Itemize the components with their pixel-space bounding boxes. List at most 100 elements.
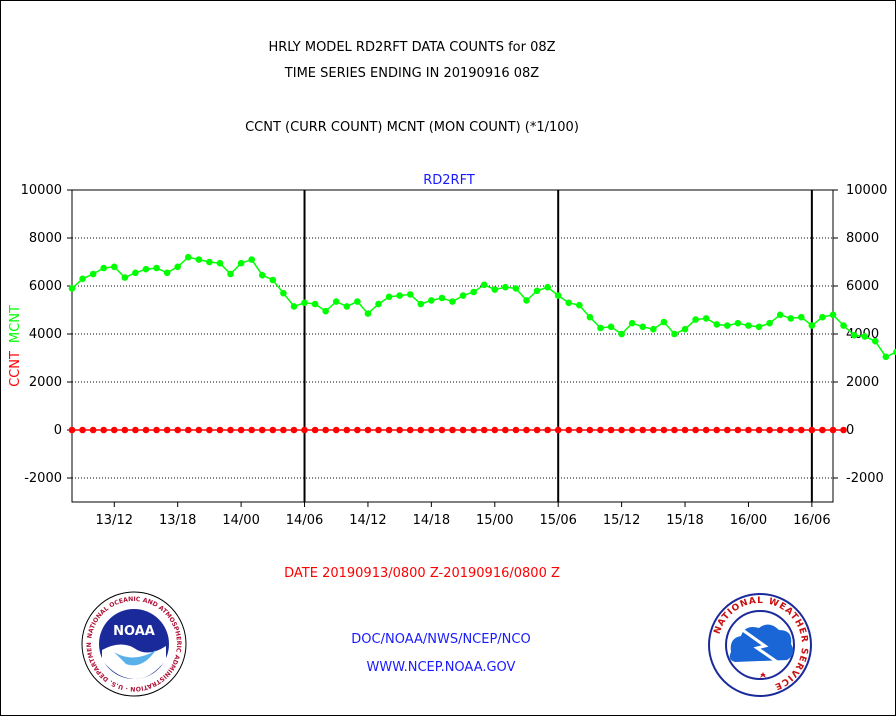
data-point: [100, 426, 108, 434]
data-point: [808, 322, 816, 329]
nws-logo-icon: NATIONAL WEATHER SERVICE: [708, 593, 812, 697]
data-point: [301, 299, 308, 307]
data-point: [290, 303, 298, 310]
data-point: [523, 426, 530, 434]
data-point: [544, 283, 551, 291]
data-point: [385, 426, 393, 434]
data-point: [565, 299, 573, 307]
x-tick-label: 15/06: [539, 513, 576, 528]
data-point: [829, 311, 837, 319]
data-point: [660, 426, 668, 434]
data-point: [237, 426, 245, 434]
data-point: [724, 322, 731, 329]
data-point: [311, 426, 319, 434]
data-point: [195, 426, 203, 434]
data-point: [459, 292, 467, 299]
data-point: [819, 313, 826, 321]
data-point: [734, 319, 742, 327]
data-point: [375, 300, 382, 308]
data-point: [776, 311, 784, 319]
data-point: [364, 426, 372, 434]
data-point: [533, 426, 541, 434]
data-point: [322, 426, 329, 434]
data-point: [280, 426, 287, 434]
data-point: [237, 259, 245, 267]
data-point: [871, 337, 879, 345]
data-point: [417, 300, 425, 308]
y-axis-label-ccnt: CCNT: [8, 351, 23, 387]
data-point: [607, 426, 615, 434]
noaa-logo-text: NOAA: [113, 624, 155, 639]
data-point: [258, 426, 266, 434]
x-axis: 13/12 13/18 14/00 14/06 14/12 14/18 15/00 15/06…: [96, 502, 831, 528]
data-point: [354, 298, 361, 305]
data-point: [797, 426, 805, 434]
data-point: [840, 426, 847, 434]
plot-title: RD2RFT: [423, 173, 475, 188]
x-tick-label: 14/12: [349, 513, 386, 528]
y-tick-label: -2000: [24, 471, 62, 486]
x-tick-label: 13/12: [96, 513, 133, 528]
x-tick-label: 15/12: [603, 513, 640, 528]
noaa-logo-icon: NATIONAL OCEANIC AND ATMOSPHERIC ADMINIS…: [80, 590, 187, 697]
series-layer: [68, 253, 896, 434]
date-range-label: DATE 20190913/0800 Z-20190916/0800 Z: [284, 566, 560, 581]
x-tick-label: 16/00: [730, 513, 767, 528]
svg-text:CCNTMCNT: CCNT MCNT: [8, 305, 23, 387]
chart-subtitle: CCNT (CURR COUNT) MCNT (MON COUNT) (*1/1…: [245, 120, 579, 135]
data-point: [89, 270, 97, 278]
data-point: [512, 426, 520, 434]
data-point: [576, 301, 583, 309]
data-point: [110, 263, 118, 271]
data-point: [79, 275, 86, 283]
data-point: [618, 426, 625, 434]
data-point: [702, 315, 710, 322]
data-point: [576, 426, 583, 434]
series-ccnt: [68, 426, 847, 434]
data-point: [766, 319, 773, 327]
data-point: [554, 426, 562, 434]
chart-title-line-1: HRLY MODEL RD2RFT DATA COUNTS for 08Z: [268, 40, 556, 55]
data-point: [692, 426, 699, 434]
data-point: [163, 426, 171, 434]
data-point: [681, 426, 689, 434]
x-tick-label: 14/06: [286, 513, 323, 528]
y-tick-label: 8000: [29, 231, 62, 246]
data-point: [354, 426, 361, 434]
y-tick-label: 10000: [846, 183, 887, 198]
data-point: [776, 426, 784, 434]
data-point: [206, 426, 213, 434]
data-point: [755, 323, 763, 331]
data-point: [216, 426, 224, 434]
data-point: [174, 426, 181, 434]
data-point: [438, 426, 446, 434]
x-tick-label: 15/00: [476, 513, 513, 528]
url-link[interactable]: WWW.NCEP.NOAA.GOV: [366, 660, 516, 675]
data-point: [68, 426, 76, 434]
data-point: [343, 303, 351, 310]
data-point: [650, 426, 657, 434]
data-point: [713, 426, 721, 434]
y-axis-label: CCNT MCNT: [8, 305, 23, 387]
y-axis-label-mcnt: MCNT: [8, 305, 23, 343]
time-series-chart: -2000 0 2000 4000 6000 8000 10000 -2000 0 2000 40…: [8, 173, 896, 528]
data-point: [660, 318, 668, 326]
y-tick-label: 2000: [846, 375, 879, 390]
plot-border: [71, 189, 834, 503]
data-point: [628, 426, 636, 434]
data-point: [396, 426, 403, 434]
data-point: [153, 264, 160, 272]
data-point: [449, 298, 456, 305]
y-tick-label: 6000: [846, 279, 879, 294]
data-point: [671, 426, 678, 434]
y-tick-label: 0: [54, 423, 62, 438]
data-point: [280, 289, 287, 297]
data-point: [861, 333, 869, 340]
data-point: [343, 426, 351, 434]
data-point: [650, 325, 657, 333]
data-point: [639, 323, 647, 331]
data-point: [269, 276, 277, 284]
data-point: [301, 426, 308, 434]
data-point: [618, 330, 625, 338]
data-point: [332, 298, 340, 305]
